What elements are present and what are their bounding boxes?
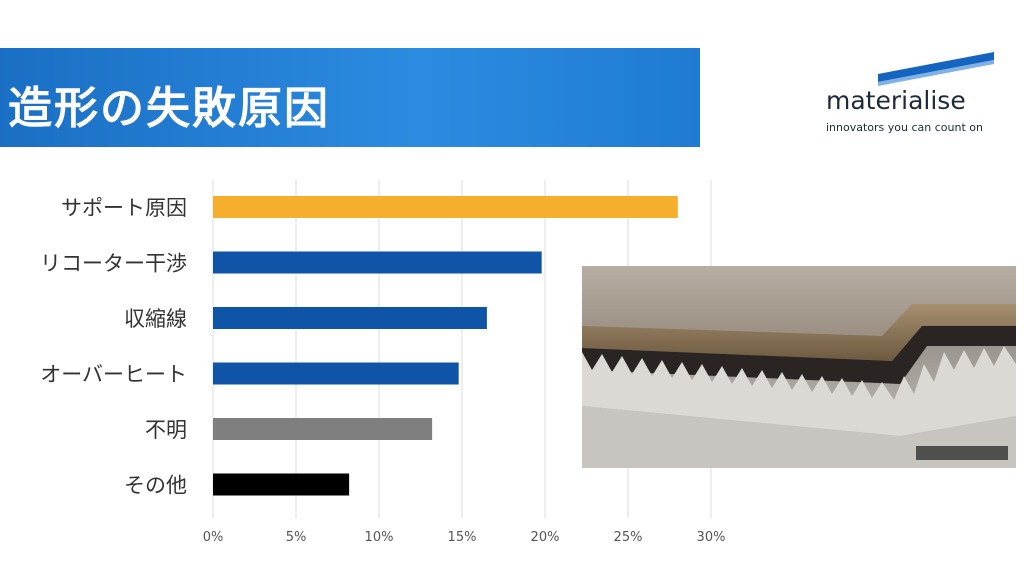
category-label: その他 [124,474,187,498]
logo-name: materialise [826,86,966,115]
x-tick-label: 20% [531,530,560,545]
x-tick-label: 5% [286,530,307,545]
title-bar [0,48,700,147]
slide-title: 造形の失敗原因 [8,83,330,134]
bar [213,251,542,274]
category-label: オーバーヒート [40,363,187,387]
x-tick-label: 30% [697,530,726,545]
bar [213,418,433,440]
bar [213,307,487,329]
x-tick-label: 0% [203,530,224,545]
bar [213,473,350,496]
category-label: 不明 [145,418,187,442]
x-tick-label: 15% [448,530,477,545]
x-tick-label: 25% [614,530,643,545]
x-tick-label: 10% [365,530,394,545]
metal-part-with-zigzag-support-icon [582,266,1016,468]
bar [213,362,459,385]
bar-chart: 0% 5% 10% 15% 20% 25% 30% サポート原因リコーター干渉収縮線オーバーヒ… [40,180,726,545]
logo-tagline: innovators you can count on [826,121,983,134]
category-label: リコーター干渉 [40,252,187,276]
materialise-logo-icon [878,52,994,86]
bar [213,196,678,218]
category-label: サポート原因 [61,196,187,220]
category-label: 収縮線 [124,307,187,331]
photo [582,266,1016,468]
